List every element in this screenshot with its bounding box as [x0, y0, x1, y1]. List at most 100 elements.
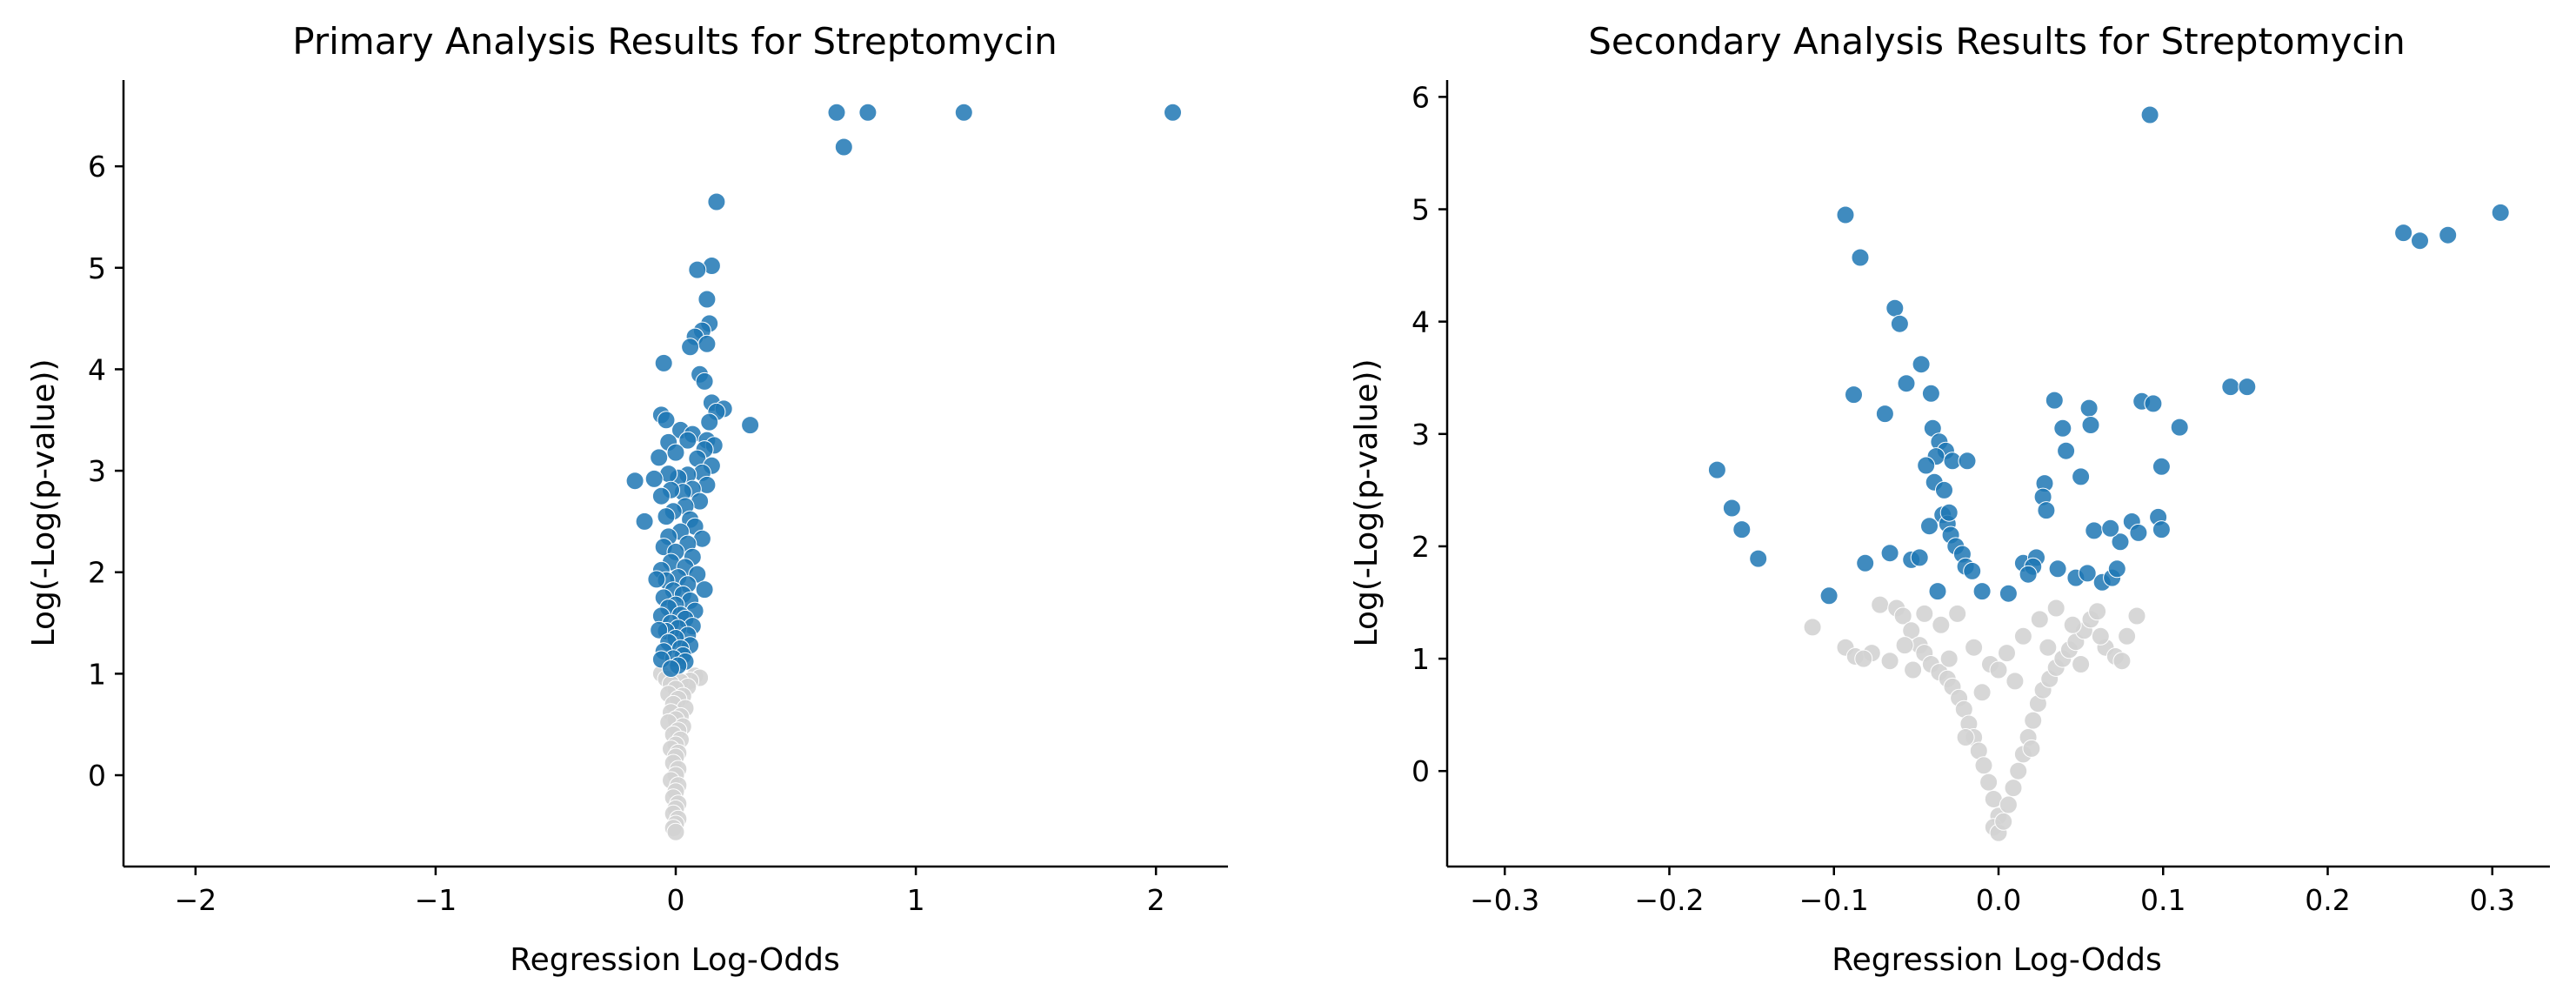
non-significant-point	[1880, 652, 1899, 671]
significant-point	[625, 472, 644, 491]
x-tick-label: −1	[415, 883, 457, 917]
non-significant-point	[1972, 683, 1992, 702]
points	[1707, 105, 2510, 842]
x-tick-label: 0	[667, 883, 685, 917]
non-significant-point	[1956, 728, 1975, 746]
significant-point	[1856, 553, 1875, 572]
y-tick-label: 3	[1411, 418, 1430, 452]
significant-point	[2079, 398, 2099, 418]
non-significant-point	[1932, 615, 1951, 634]
non-significant-point	[1998, 644, 2016, 663]
x-axis-label: Regression Log-Odds	[510, 942, 839, 978]
non-significant-point	[1854, 649, 1873, 668]
non-significant-point	[2039, 638, 2058, 657]
significant-point	[2072, 467, 2091, 486]
x-tick-label: −0.3	[1470, 883, 1539, 917]
significant-point	[2491, 203, 2510, 222]
significant-point	[1935, 480, 1953, 499]
y-axis-label: Log(-Log(p-value))	[1349, 359, 1385, 647]
significant-point	[688, 260, 707, 279]
significant-point	[2144, 394, 2163, 413]
non-significant-point	[2127, 606, 2146, 626]
significant-point	[700, 412, 719, 432]
significant-point	[657, 507, 676, 526]
significant-point	[1819, 586, 1839, 606]
non-significant-point	[2118, 626, 2137, 646]
significant-point	[1164, 103, 1182, 122]
significant-point	[707, 192, 726, 211]
non-significant-point	[2013, 626, 2032, 646]
y-tick-label: 4	[88, 352, 106, 386]
significant-point	[695, 580, 714, 599]
significant-point	[2411, 231, 2429, 251]
significant-point	[657, 411, 676, 430]
significant-point	[1939, 503, 1959, 522]
significant-point	[2078, 564, 2097, 583]
non-significant-point	[1965, 638, 1984, 657]
y-tick-label: 6	[88, 150, 106, 184]
significant-point	[741, 416, 760, 435]
significant-point	[827, 103, 846, 122]
significant-point	[1897, 374, 1916, 393]
significant-point	[2238, 378, 2257, 397]
significant-point	[1890, 314, 1909, 333]
y-tick-label: 2	[1411, 530, 1430, 564]
y-tick-label: 0	[88, 759, 106, 793]
y-tick-label: 5	[88, 251, 106, 285]
x-tick-label: 0.0	[1976, 883, 2021, 917]
significant-point	[834, 137, 853, 157]
significant-point	[2019, 565, 2038, 584]
significant-point	[1885, 298, 1905, 318]
non-significant-point	[2112, 652, 2132, 671]
non-significant-point	[666, 822, 685, 841]
non-significant-point	[1871, 595, 1890, 614]
non-significant-point	[1948, 604, 1967, 623]
significant-point	[681, 338, 700, 357]
significant-point	[2107, 559, 2126, 579]
non-significant-point	[2024, 711, 2043, 730]
non-significant-point	[1989, 660, 2008, 679]
significant-point	[654, 353, 673, 372]
significant-point	[1912, 355, 1931, 374]
significant-point	[2101, 519, 2120, 538]
y-tick-label: 5	[1411, 193, 1430, 227]
chart-title: Secondary Analysis Results for Streptomy…	[1588, 20, 2406, 63]
y-tick-label: 0	[1411, 754, 1430, 788]
significant-point	[1722, 499, 1741, 518]
non-significant-point	[1999, 795, 2018, 814]
non-significant-point	[2005, 672, 2025, 691]
y-tick-label: 6	[1411, 80, 1430, 114]
points	[625, 103, 1182, 841]
non-significant-point	[1974, 756, 1993, 775]
significant-point	[1845, 385, 1863, 405]
non-significant-point	[2088, 602, 2107, 621]
axis-ticks: −0.3 −0.2 −0.1 0.0 0.1 0.2 0.3 0 1 2 3 4 5 6	[1411, 80, 2515, 917]
significant-point	[2152, 520, 2171, 539]
significant-point	[1875, 405, 1894, 424]
significant-point	[644, 469, 664, 488]
significant-point	[695, 371, 714, 391]
significant-point	[2152, 457, 2171, 476]
significant-point	[2439, 225, 2458, 244]
significant-point	[635, 512, 654, 531]
significant-point	[954, 103, 973, 122]
significant-point	[2045, 391, 2064, 410]
x-tick-label: −0.2	[1634, 883, 1704, 917]
significant-point	[1972, 582, 1992, 601]
significant-point	[2048, 559, 2067, 579]
significant-point	[2394, 224, 2413, 243]
non-significant-point	[1915, 604, 1934, 623]
significant-point	[666, 443, 685, 462]
significant-point	[1917, 456, 1936, 475]
non-significant-point	[1895, 636, 1914, 655]
non-significant-point	[2046, 599, 2065, 618]
non-significant-point	[1904, 660, 1923, 679]
significant-point	[678, 431, 697, 450]
significant-point	[697, 290, 717, 309]
chart-title: Primary Analysis Results for Streptomyci…	[292, 20, 1057, 63]
significant-point	[1920, 517, 1939, 536]
x-axis-label: Regression Log-Odds	[1832, 942, 2161, 978]
significant-point	[1910, 548, 1929, 567]
x-tick-label: 0.3	[2470, 883, 2515, 917]
